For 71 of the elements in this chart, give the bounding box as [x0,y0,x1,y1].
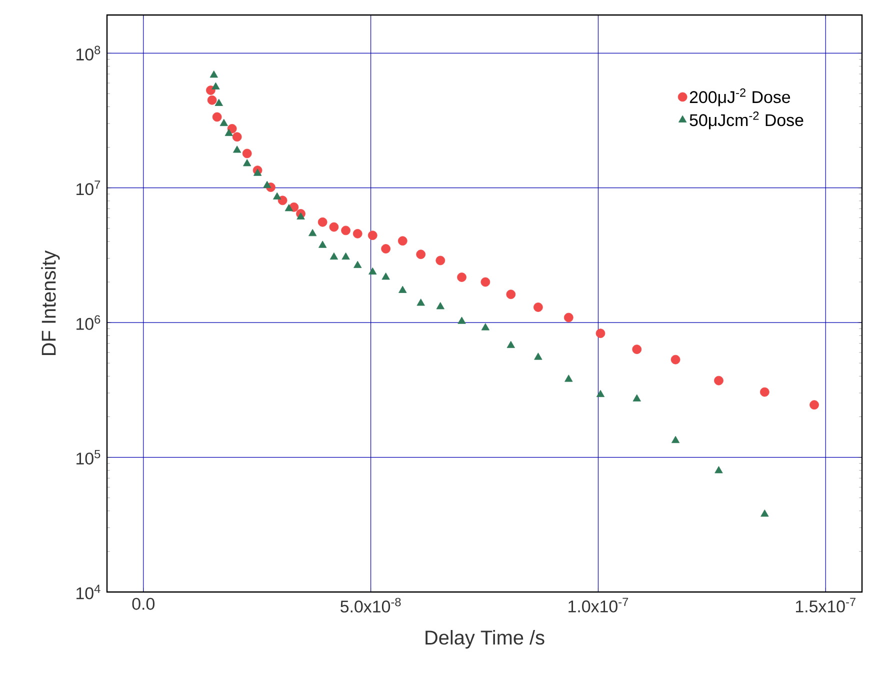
point [564,374,573,382]
point [368,267,377,275]
point [760,387,770,397]
point [596,390,605,398]
point [382,272,390,280]
point [296,212,305,220]
point [632,394,641,402]
legend-label: 200μJ$^{-2}$ Dose [690,88,790,106]
x-tick-label: 1.5x10$^{-7}$ [796,598,856,612]
point [207,95,217,105]
point [318,217,328,227]
point [436,256,446,266]
point [810,400,819,410]
point [233,146,242,153]
point [480,277,490,287]
y-tick-label: 10$^{8}$ [76,46,100,60]
point [284,204,294,212]
point [506,290,516,300]
point [330,252,338,260]
point [398,286,407,293]
y-tick-label: 10$^{6}$ [76,315,100,330]
point [436,302,444,310]
point [329,222,339,232]
point [224,128,233,136]
point [341,226,350,236]
point [308,228,317,236]
point [342,252,350,260]
point [416,250,426,260]
point [278,196,288,206]
point [210,70,218,78]
point [381,244,390,254]
legend-label: 50μJcm$^{-2}$ Dose [690,111,804,130]
point [533,302,543,312]
y-tick-label: 10$^{5}$ [76,450,100,465]
point [714,466,723,474]
point [506,340,515,348]
x-tick-label: 1.0x10$^{-7}$ [568,598,628,612]
point [263,180,272,188]
point [458,316,466,324]
x-axis-title: Delay Time /s [426,630,544,649]
point [212,82,220,90]
point [243,159,252,166]
y-axis-title: DF Intensity [41,250,60,356]
point [354,260,362,268]
point [416,298,425,306]
point [273,192,282,200]
y-tick-label: 10$^{4}$ [76,584,100,600]
point [457,272,466,282]
point [760,510,769,517]
x-tick-label: 0.0 [132,598,155,610]
point [212,112,222,122]
point [564,312,574,322]
point [596,328,606,338]
y-tick-label: 10$^{7}$ [76,180,100,196]
point [352,228,362,238]
point [206,86,216,95]
point [242,148,252,158]
point [368,230,378,240]
point [670,354,680,364]
point [214,98,223,106]
point [318,240,327,248]
point [253,168,262,176]
point [534,352,542,360]
point [220,118,228,126]
x-tick-label: 5.0x10$^{-8}$ [340,598,401,613]
point [671,436,680,444]
point [398,236,408,246]
point [481,323,490,330]
point [632,344,642,354]
point [714,376,724,386]
point [232,132,242,142]
